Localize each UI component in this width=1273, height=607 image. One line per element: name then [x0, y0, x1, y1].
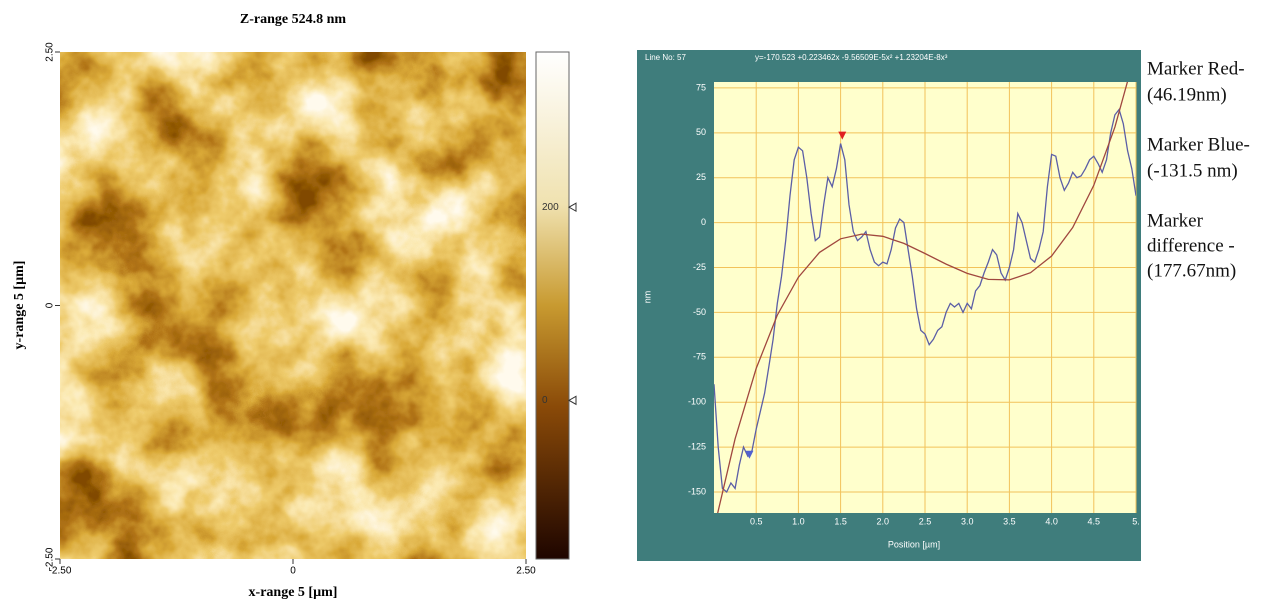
- afm-image: [60, 52, 526, 559]
- colorbar-tick: [567, 395, 577, 406]
- colorbar-tick-label: 200: [542, 202, 559, 213]
- fit-curve: [717, 82, 1129, 513]
- y-tick-label: 0: [701, 217, 706, 227]
- colorbar-tick: [567, 202, 577, 213]
- y-tick-label: 2.50: [45, 42, 56, 62]
- x-tick-label: 2.0: [877, 516, 890, 526]
- x-tick-label: 1.5: [834, 516, 847, 526]
- annotation: (46.19nm): [1147, 84, 1227, 105]
- x-axis-label: Position [µm]: [888, 539, 940, 549]
- x-tick-label: 1.0: [792, 516, 805, 526]
- fit-equation: y=-170.523 +0.223462x -9.56509E-5x² +1.2…: [755, 53, 948, 62]
- marker: [745, 450, 754, 459]
- x-tick-label: 4.0: [1045, 516, 1058, 526]
- x-tick-label: 2.5: [919, 516, 932, 526]
- y-tick-label: -50: [693, 307, 706, 317]
- y-tick-label: -125: [688, 441, 706, 451]
- y-tick-label: 0: [45, 302, 56, 308]
- annotation: difference -: [1147, 235, 1235, 256]
- colorbar-tick-label: 0: [542, 395, 548, 406]
- x-tick-label: 5.: [1132, 516, 1140, 526]
- y-tick-label: -2.50: [45, 547, 56, 570]
- y-tick-label: -75: [693, 352, 706, 362]
- profile-line: [714, 108, 1136, 494]
- annotation: (-131.5 nm): [1147, 160, 1238, 181]
- annotation: Marker: [1147, 210, 1204, 231]
- x-tick-label: 0: [290, 566, 296, 577]
- y-tick-label: -100: [688, 397, 706, 407]
- x-tick-label: 2.50: [516, 566, 536, 577]
- x-tick-label: 3.5: [1003, 516, 1016, 526]
- y-axis-label: y-range 5 [µm]: [12, 261, 27, 350]
- y-axis-label: nm: [642, 291, 652, 304]
- y-tick-label: -25: [693, 262, 706, 272]
- header: Line No: 57: [645, 53, 686, 62]
- x-axis-label: x-range 5 [µm]: [249, 585, 338, 600]
- marker: [838, 131, 847, 140]
- x-tick-label: 3.0: [961, 516, 974, 526]
- x-tick-label: 0.5: [750, 516, 763, 526]
- plot-lines: [714, 82, 1136, 513]
- y-tick-label: 75: [696, 82, 706, 92]
- annotation: (177.67nm): [1147, 260, 1236, 281]
- colorbar: [535, 51, 570, 560]
- y-tick-label: 25: [696, 172, 706, 182]
- annotation: Marker Red-: [1147, 58, 1245, 79]
- annotation: Marker Blue-: [1147, 134, 1250, 155]
- y-tick-label: 50: [696, 127, 706, 137]
- x-tick-label: 4.5: [1088, 516, 1101, 526]
- x-tick-label: -2.50: [49, 566, 72, 577]
- chart-title: Z-range 524.8 nm: [240, 12, 347, 27]
- y-tick-label: -150: [688, 486, 706, 496]
